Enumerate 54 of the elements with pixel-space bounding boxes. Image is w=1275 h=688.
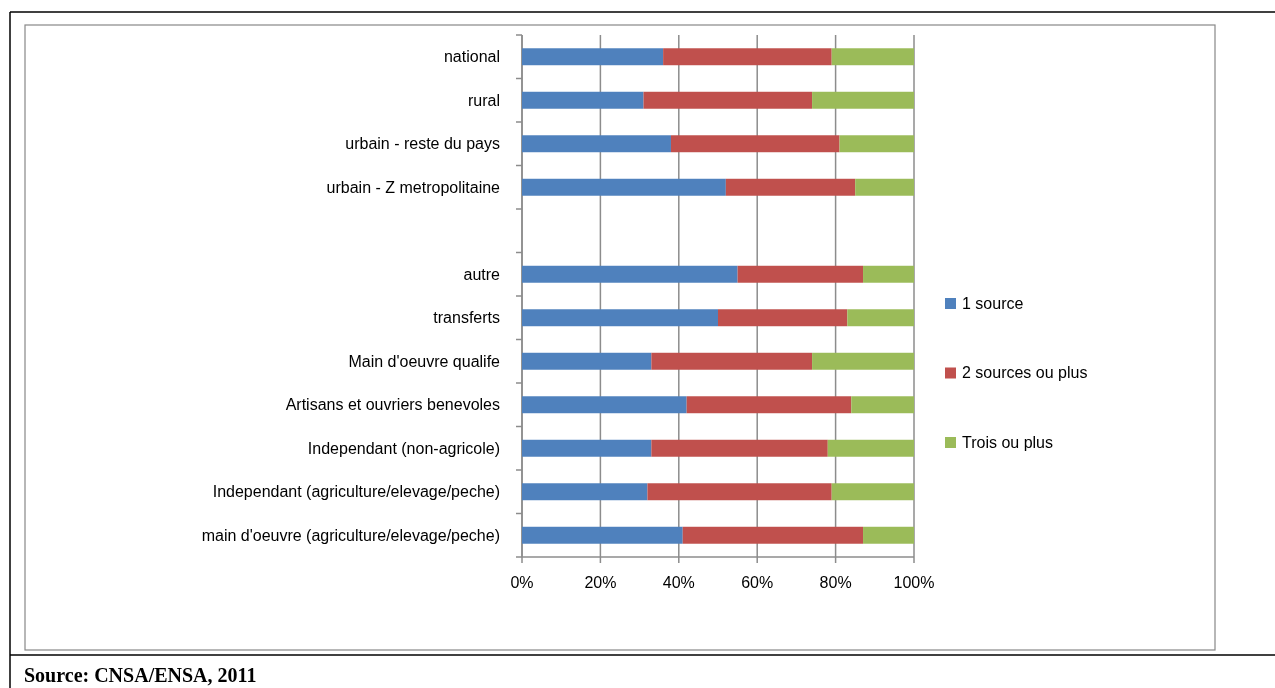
bar bbox=[686, 396, 852, 414]
bar bbox=[847, 309, 914, 327]
bar bbox=[718, 309, 848, 327]
x-tick-label: 60% bbox=[741, 574, 774, 591]
y-tick-label: transferts bbox=[433, 309, 500, 327]
bar bbox=[682, 526, 864, 544]
y-tick-label: rural bbox=[467, 91, 500, 109]
y-tick-label: national bbox=[443, 48, 500, 66]
bar bbox=[725, 178, 856, 196]
bar bbox=[522, 526, 683, 544]
bar bbox=[831, 48, 914, 66]
legend-label: 1 source bbox=[962, 294, 1024, 312]
bar bbox=[522, 396, 687, 414]
bar bbox=[522, 135, 671, 153]
bar bbox=[522, 178, 726, 196]
bar bbox=[812, 352, 914, 370]
bar bbox=[643, 91, 813, 109]
y-tick-label: Artisans et ouvriers benevoles bbox=[285, 396, 500, 414]
bar bbox=[522, 352, 652, 370]
x-tick-label: 100% bbox=[893, 574, 935, 591]
bar bbox=[663, 48, 832, 66]
bar bbox=[827, 439, 914, 457]
bar bbox=[670, 135, 840, 153]
bar bbox=[522, 309, 718, 327]
bar bbox=[647, 483, 832, 501]
source-note: Source: CNSA/ENSA, 2011 bbox=[24, 664, 257, 686]
bar bbox=[863, 526, 914, 544]
x-tick-label: 20% bbox=[584, 574, 617, 591]
bar bbox=[522, 439, 652, 457]
y-tick-label: Main d'oeuvre qualife bbox=[348, 352, 501, 370]
bar bbox=[522, 48, 664, 66]
bar bbox=[737, 265, 864, 283]
bar bbox=[522, 265, 738, 283]
bar bbox=[522, 483, 648, 501]
bar bbox=[855, 178, 914, 196]
bar bbox=[831, 483, 914, 501]
x-tick-label: 80% bbox=[819, 574, 852, 591]
y-tick-label: main d'oeuvre (agriculture/elevage/peche) bbox=[201, 526, 500, 544]
bar bbox=[863, 265, 914, 283]
bar bbox=[651, 352, 813, 370]
legend-label: 2 sources ou plus bbox=[962, 364, 1088, 382]
bar bbox=[851, 396, 914, 414]
bar bbox=[839, 135, 914, 153]
y-tick-label: urbain - Z metropolitaine bbox=[326, 178, 501, 196]
bar bbox=[522, 91, 644, 109]
y-tick-label: urbain - reste du pays bbox=[345, 135, 500, 153]
legend-label: Trois ou plus bbox=[962, 433, 1053, 451]
bar bbox=[812, 91, 914, 109]
bar bbox=[651, 439, 828, 457]
y-tick-label: Independant (agriculture/elevage/peche) bbox=[212, 483, 500, 501]
y-tick-label: Independant (non-agricole) bbox=[307, 439, 500, 457]
x-tick-label: 40% bbox=[662, 574, 695, 591]
x-tick-label: 0% bbox=[510, 574, 534, 591]
y-tick-label: autre bbox=[463, 265, 501, 283]
